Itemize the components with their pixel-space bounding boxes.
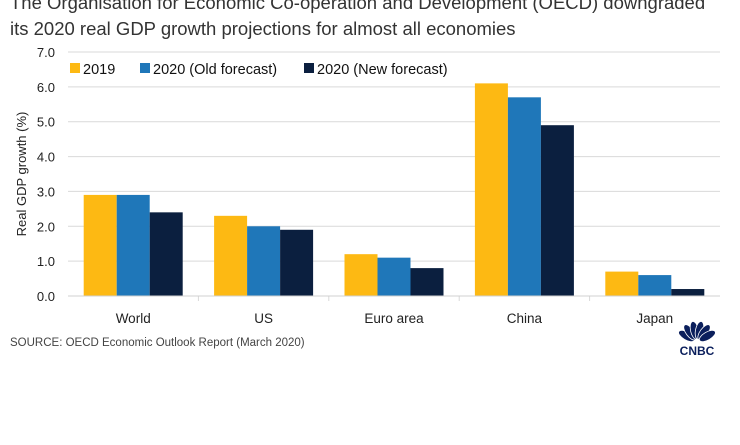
x-tick-label: Japan	[636, 311, 673, 326]
y-tick-label: 3.0	[37, 184, 55, 199]
x-tick-label: World	[116, 311, 151, 326]
cnbc-logo: CNBC	[678, 321, 716, 358]
legend-label: 2019	[83, 62, 115, 78]
bar-japan-1	[638, 275, 672, 296]
y-tick-label: 5.0	[37, 115, 55, 130]
chart-title-line-2: its 2020 real GDP growth projections for…	[10, 18, 516, 39]
bar-us-1	[247, 226, 281, 296]
y-axis-label: Real GDP growth (%)	[14, 112, 29, 237]
bar-japan-0	[605, 271, 639, 296]
bar-world-0	[83, 194, 117, 296]
peacock-icon	[678, 321, 716, 343]
bar-world-2	[149, 212, 183, 296]
bar-euro-area-2	[410, 268, 444, 296]
bar-world-1	[116, 194, 150, 296]
bar-china-1	[507, 97, 541, 296]
bar-euro-area-0	[344, 254, 378, 296]
x-tick-label: US	[254, 311, 273, 326]
y-tick-label: 0.0	[37, 289, 55, 304]
y-tick-label: 4.0	[37, 150, 55, 165]
chart-title-line-1: The Organisation for Economic Co-operati…	[10, 0, 706, 13]
bar-china-0	[474, 83, 508, 296]
source-note: SOURCE: OECD Economic Outlook Report (Ma…	[10, 337, 305, 349]
cnbc-logo-text: CNBC	[680, 344, 715, 358]
y-tick-label: 6.0	[37, 80, 55, 95]
legend-label: 2020 (New forecast)	[317, 62, 448, 78]
legend-label: 2020 (Old forecast)	[153, 62, 277, 78]
x-tick-label: Euro area	[364, 311, 424, 326]
legend-swatch	[140, 63, 150, 73]
bar-us-2	[280, 229, 314, 296]
legend-swatch	[304, 63, 314, 73]
x-tick-label: China	[507, 311, 543, 326]
y-tick-label: 1.0	[37, 254, 55, 269]
bar-japan-2	[671, 289, 705, 296]
y-tick-label: 2.0	[37, 219, 55, 234]
y-tick-label: 7.0	[37, 45, 55, 60]
bar-us-0	[214, 215, 248, 296]
bar-euro-area-1	[377, 257, 411, 296]
peacock-feather	[698, 329, 716, 343]
bar-china-2	[540, 125, 574, 296]
legend-swatch	[70, 63, 80, 73]
